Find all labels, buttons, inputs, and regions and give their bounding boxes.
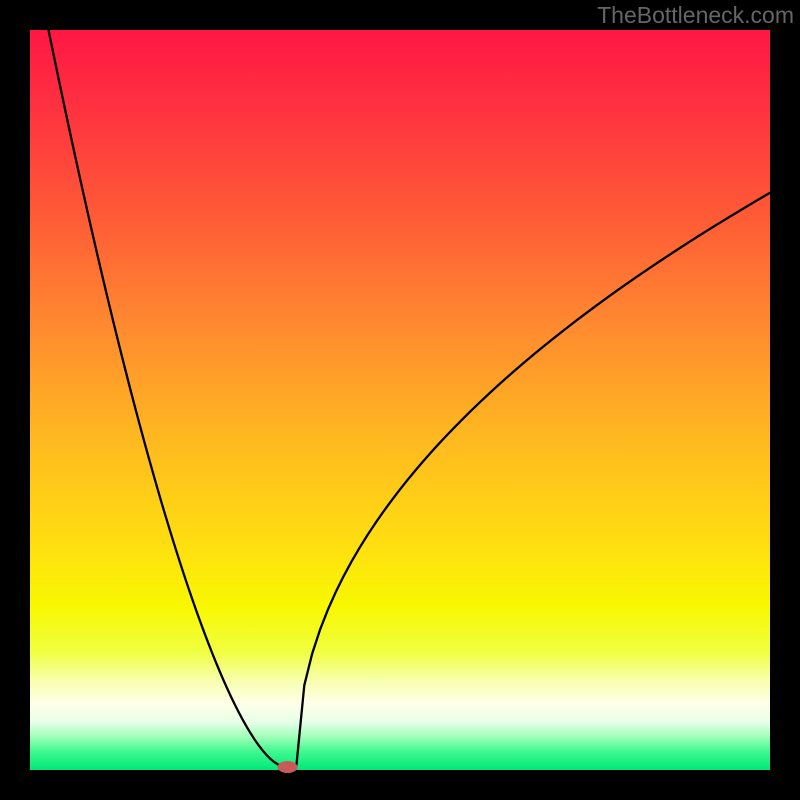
optimal-marker — [278, 761, 298, 773]
watermark-text: TheBottleneck.com — [597, 2, 794, 29]
chart-container: TheBottleneck.com — [0, 0, 800, 800]
plot-background — [30, 30, 770, 770]
bottleneck-chart — [0, 0, 800, 800]
